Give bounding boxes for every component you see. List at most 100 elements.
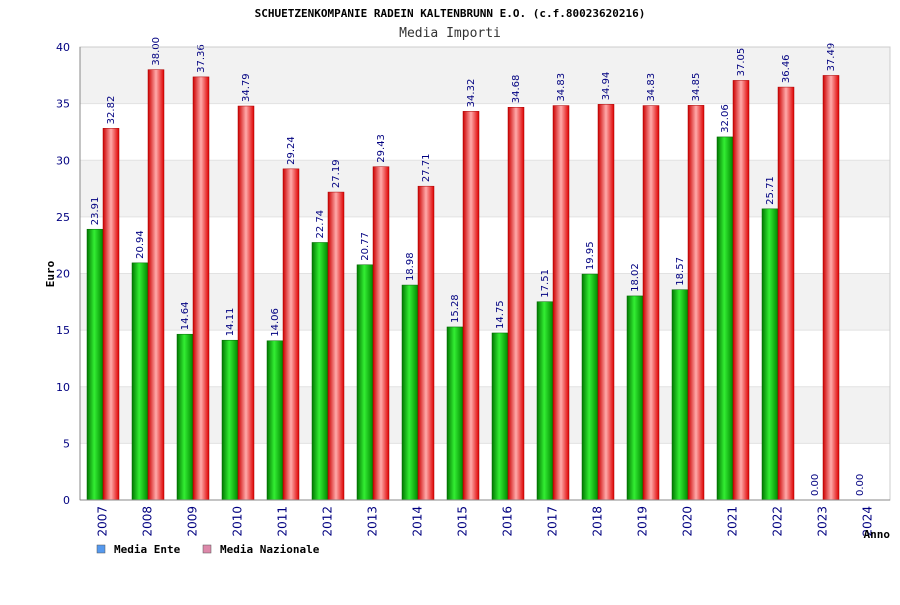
y-tick-label: 20 xyxy=(56,268,70,281)
grid-band xyxy=(80,443,890,500)
grid-band xyxy=(80,273,890,331)
bars xyxy=(86,69,840,501)
x-tick-label-2020: 2020 xyxy=(681,506,695,537)
data-label-media-nazionale-2014: 27.71 xyxy=(421,154,432,183)
bar-media-ente-2010 xyxy=(221,339,239,501)
x-tick-label-2022: 2022 xyxy=(771,506,785,537)
axes: 0 5 10 15 20 25 30 35 40 2007 2008 2009 2010 2011 2012… xyxy=(56,41,891,537)
x-tick-label-2009: 2009 xyxy=(186,506,200,537)
x-tick-label-2021: 2021 xyxy=(726,506,740,537)
data-label-media-ente-2023: 0.00 xyxy=(810,474,821,496)
data-label-media-nazionale-2007: 32.82 xyxy=(106,96,117,125)
y-tick-label: 25 xyxy=(56,211,70,224)
x-tick-label-2008: 2008 xyxy=(141,506,155,537)
bar-media-ente-2014 xyxy=(401,284,419,501)
value-labels: 23.91 32.82 20.94 38.00 14.64 37.36 14.11 34.79… xyxy=(90,37,866,496)
data-label-media-ente-2009: 14.64 xyxy=(180,302,191,331)
data-label-media-nazionale-2016: 34.68 xyxy=(511,75,522,104)
data-label-media-nazionale-2018: 34.94 xyxy=(601,72,612,101)
data-label-media-ente-2020: 18.57 xyxy=(675,257,686,286)
y-tick-label: 5 xyxy=(63,437,70,450)
bar-media-ente-2015 xyxy=(446,326,464,501)
bar-media-nazionale-2007 xyxy=(102,128,120,501)
data-label-media-nazionale-2012: 27.19 xyxy=(331,159,342,188)
bar-media-nazionale-2013 xyxy=(372,166,390,501)
y-tick-label: 40 xyxy=(56,41,70,54)
x-tick-label-2014: 2014 xyxy=(411,506,425,537)
bar-media-ente-2009 xyxy=(176,333,194,501)
bar-media-ente-2022 xyxy=(761,208,779,501)
x-tick-label-2007: 2007 xyxy=(96,506,110,537)
data-label-media-ente-2019: 18.02 xyxy=(630,263,641,292)
data-label-media-nazionale-2022: 36.46 xyxy=(781,54,792,83)
data-label-media-nazionale-2021: 37.05 xyxy=(736,48,747,77)
grid xyxy=(80,46,890,501)
data-label-media-ente-2016: 14.75 xyxy=(495,300,506,329)
bar-media-nazionale-2011 xyxy=(282,168,300,501)
y-axis-label: Euro xyxy=(44,260,57,287)
data-label-media-ente-2018: 19.95 xyxy=(585,241,596,270)
data-label-media-ente-2015: 15.28 xyxy=(450,294,461,323)
grid-band xyxy=(80,386,890,444)
data-label-media-ente-2021: 32.06 xyxy=(720,104,731,133)
data-label-media-nazionale-2010: 34.79 xyxy=(241,73,252,102)
bar-media-ente-2011 xyxy=(266,340,284,501)
data-label-media-ente-2014: 18.98 xyxy=(405,252,416,281)
grid-band xyxy=(80,47,890,104)
x-tick-label-2012: 2012 xyxy=(321,506,335,537)
y-tick-label: 15 xyxy=(56,324,70,337)
x-tick-label-2024: 2024 xyxy=(861,506,875,537)
data-label-media-nazionale-2023: 37.49 xyxy=(826,43,837,72)
bar-media-nazionale-2021 xyxy=(732,80,750,501)
bar-media-nazionale-2018 xyxy=(597,104,615,501)
bar-media-nazionale-2017 xyxy=(552,105,570,501)
bar-media-nazionale-2022 xyxy=(777,86,795,501)
grid-band xyxy=(80,160,890,217)
data-label-media-ente-2008: 20.94 xyxy=(135,230,146,259)
bar-media-nazionale-2019 xyxy=(642,105,660,501)
data-label-media-ente-2013: 20.77 xyxy=(360,232,371,261)
x-tick-label-2019: 2019 xyxy=(636,506,650,537)
bar-media-ente-2008 xyxy=(131,262,149,501)
data-label-media-nazionale-2019: 34.83 xyxy=(646,73,657,102)
x-tick-label-2015: 2015 xyxy=(456,506,470,537)
x-tick-label-2023: 2023 xyxy=(816,506,830,537)
bar-media-ente-2019 xyxy=(626,295,644,501)
data-label-media-ente-2012: 22.74 xyxy=(315,210,326,239)
data-label-media-nazionale-2017: 34.83 xyxy=(556,73,567,102)
legend: Media Ente Media Nazionale xyxy=(96,543,320,556)
bar-media-ente-2021 xyxy=(716,136,734,501)
bar-media-nazionale-2012 xyxy=(327,191,345,501)
bar-media-nazionale-2009 xyxy=(192,76,210,501)
x-tick-label-2017: 2017 xyxy=(546,506,560,537)
legend-label-media-nazionale: Media Nazionale xyxy=(220,543,320,556)
bar-media-nazionale-2020 xyxy=(687,105,705,501)
x-tick-label-2016: 2016 xyxy=(501,506,515,537)
bar-media-nazionale-2016 xyxy=(507,106,525,501)
grid-band xyxy=(80,330,890,387)
grid-band xyxy=(80,103,890,161)
data-label-media-nazionale-2020: 34.85 xyxy=(691,73,702,102)
data-label-media-ente-2011: 14.06 xyxy=(270,308,281,337)
y-tick-label: 35 xyxy=(56,98,70,111)
bar-media-ente-2017 xyxy=(536,301,554,501)
bar-media-nazionale-2015 xyxy=(462,111,480,501)
y-tick-label: 30 xyxy=(56,154,70,167)
data-label-media-nazionale-2015: 34.32 xyxy=(466,79,477,108)
x-tick-label-2011: 2011 xyxy=(276,506,290,537)
grid-band xyxy=(80,216,890,274)
x-tick-label-2010: 2010 xyxy=(231,506,245,537)
data-label-media-nazionale-2009: 37.36 xyxy=(196,44,207,73)
bar-media-ente-2007 xyxy=(86,228,104,501)
legend-swatch-media-ente xyxy=(96,544,106,554)
chart-title: SCHUETZENKOMPANIE RADEIN KALTENBRUNN E.O… xyxy=(255,7,646,20)
bar-media-ente-2016 xyxy=(491,332,509,501)
bar-media-ente-2013 xyxy=(356,264,374,501)
data-label-media-nazionale-2008: 38.00 xyxy=(151,37,162,66)
bar-media-ente-2012 xyxy=(311,242,329,501)
data-label-media-ente-2007: 23.91 xyxy=(90,197,101,226)
x-tick-label-2013: 2013 xyxy=(366,506,380,537)
legend-swatch-media-nazionale xyxy=(202,544,212,554)
bar-media-nazionale-2008 xyxy=(147,69,165,501)
